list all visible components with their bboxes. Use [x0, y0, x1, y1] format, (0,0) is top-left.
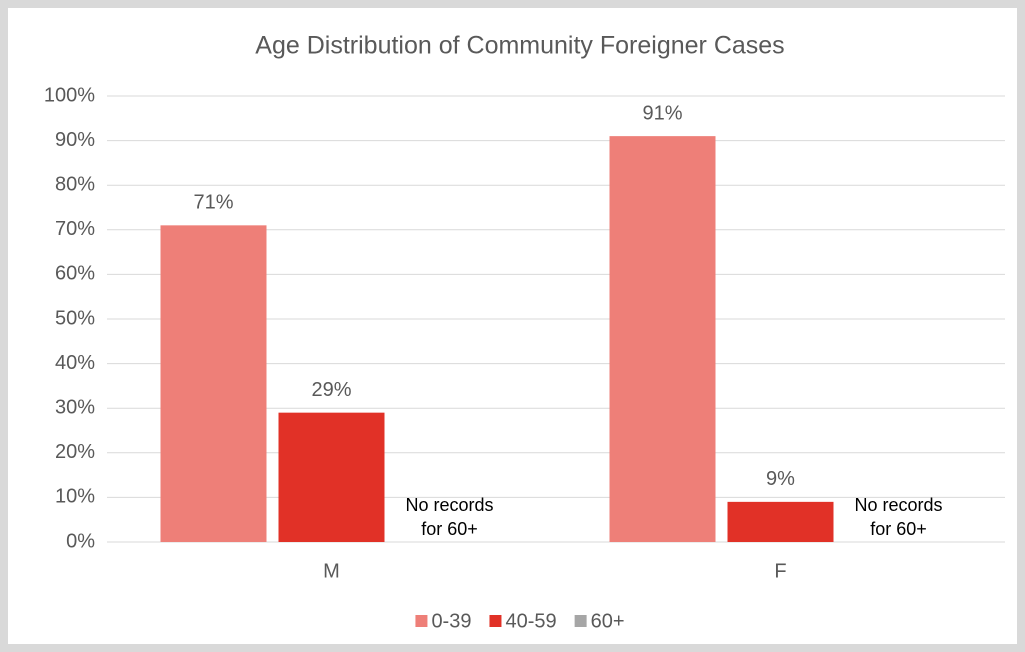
annotation: No records — [405, 495, 493, 515]
bar — [727, 501, 834, 542]
data-label: 71% — [193, 192, 233, 214]
y-tick-label: 60% — [55, 263, 95, 285]
annotation: for 60+ — [421, 519, 478, 539]
x-tick-label: M — [323, 560, 340, 582]
y-tick-label: 80% — [55, 173, 95, 195]
data-label: 9% — [766, 468, 795, 490]
bar — [160, 225, 267, 542]
legend-label: 0-39 — [431, 610, 471, 632]
y-tick-label: 10% — [55, 486, 95, 508]
y-tick-label: 50% — [55, 307, 95, 329]
legend-label: 40-59 — [505, 610, 556, 632]
annotation: No records — [854, 495, 942, 515]
legend-swatch — [415, 615, 428, 627]
y-tick-label: 20% — [55, 441, 95, 463]
legend-swatch — [489, 615, 502, 627]
x-tick-label: F — [774, 560, 786, 582]
chart-area — [8, 8, 1017, 644]
legend-label: 60+ — [591, 610, 625, 632]
y-tick-label: 70% — [55, 218, 95, 240]
bar — [609, 136, 716, 542]
y-tick-label: 40% — [55, 352, 95, 374]
y-tick-label: 30% — [55, 396, 95, 418]
y-tick-label: 90% — [55, 129, 95, 151]
bar — [278, 412, 385, 542]
y-tick-label: 100% — [44, 84, 95, 106]
y-tick-label: 0% — [66, 530, 95, 552]
legend-swatch — [574, 615, 587, 627]
chart-title: Age Distribution of Community Foreigner … — [255, 32, 784, 60]
data-label: 91% — [642, 102, 682, 124]
data-label: 29% — [311, 379, 351, 401]
annotation: for 60+ — [870, 519, 927, 539]
